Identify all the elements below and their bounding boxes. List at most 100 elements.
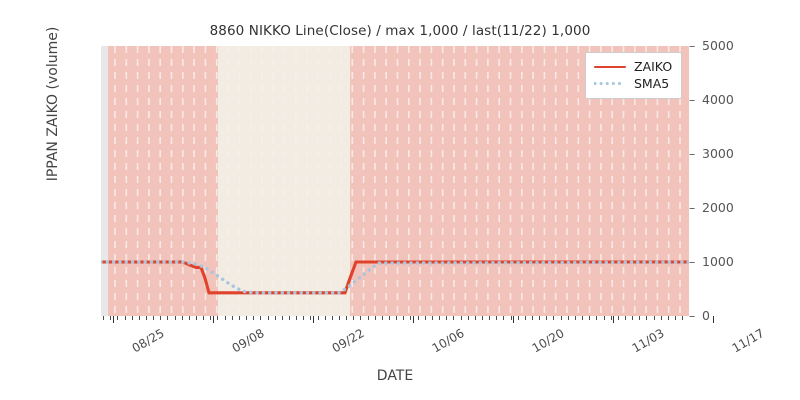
x-minor-tick [217,316,219,320]
x-minor-tick [174,316,176,320]
x-minor-tick [467,316,469,320]
x-major-tick-11-03 [613,316,615,323]
y-tick-4000: –4000 [689,92,734,108]
x-minor-tick [396,316,398,320]
y-tick-mark-icon: – [689,254,696,269]
x-minor-tick [624,316,626,320]
x-minor-tick [574,316,576,320]
x-minor-tick [603,316,605,320]
x-minor-tick [346,316,348,320]
y-tick-1000: –1000 [689,254,734,270]
x-major-tick-11-17 [713,316,715,323]
legend-item-zaiko[interactable]: ZAIKO [594,58,672,75]
x-minor-tick [496,316,498,320]
x-minor-tick [532,316,533,320]
y-tick-3000: –3000 [689,146,734,162]
x-minor-tick [296,316,298,320]
x-minor-tick [553,316,555,320]
y-tick-mark-icon: – [689,146,696,161]
x-minor-tick [138,316,140,320]
x-minor-tick [196,316,197,320]
x-minor-tick [317,316,319,320]
x-minor-tick [503,316,505,320]
x-minor-tick [667,316,669,320]
x-minor-tick [403,316,405,320]
x-major-tick-09-22 [313,316,315,323]
x-minor-tick [331,316,333,320]
x-major-tick-10-06 [413,316,415,323]
x-minor-tick [131,316,133,320]
x-minor-tick [167,316,169,320]
x-minor-tick [253,316,255,320]
y-tick-label: 1000 [702,254,734,269]
y-tick-0: –0 [689,308,710,324]
x-minor-tick [560,316,562,320]
y-tick-label: 4000 [702,92,734,107]
y-tick-5000: –5000 [689,38,734,54]
y-tick-mark-icon: – [689,200,696,215]
x-minor-tick [424,316,426,320]
x-major-tick-09-08 [213,316,215,323]
y-tick-mark-icon: – [689,38,696,53]
x-minor-tick [238,316,240,320]
x-minor-tick [103,316,104,320]
x-minor-tick [353,316,355,320]
x-minor-tick [675,316,676,320]
y-tick-mark-icon: – [689,308,696,323]
x-minor-tick [246,316,247,320]
x-axis-title: DATE [376,368,414,384]
legend-item-sma5[interactable]: SMA5 [594,75,672,92]
x-minor-tick [446,316,448,320]
x-minor-tick [260,316,262,320]
x-minor-tick [267,316,269,320]
x-minor-tick [324,316,326,320]
x-minor-tick [682,316,684,320]
x-minor-tick [339,316,340,320]
x-minor-tick [489,316,491,320]
x-minor-tick [481,316,483,320]
x-tick-label: 08/25 [129,326,167,356]
x-minor-tick [431,316,433,320]
background-span-a [101,46,108,316]
x-minor-tick [367,316,369,320]
x-minor-tick [188,316,190,320]
x-major-tick-10-20 [513,316,515,323]
y-tick-label: 5000 [702,38,734,53]
legend-swatch-zaiko-icon [594,61,626,73]
x-minor-tick [124,316,126,320]
x-axis-ticks [101,316,715,326]
y-tick-label: 3000 [702,146,734,161]
x-tick-label: 09/22 [329,326,367,356]
x-minor-tick [374,316,376,320]
x-minor-tick [646,316,648,320]
x-minor-tick [303,316,305,320]
x-minor-tick [281,316,283,320]
x-minor-tick [460,316,462,320]
x-minor-tick [381,316,383,320]
x-minor-tick [160,316,162,320]
x-minor-tick [453,316,455,320]
y-tick-mark-icon: – [689,92,696,107]
x-tick-label: 11/03 [629,326,667,356]
x-minor-tick [610,316,612,320]
x-minor-tick [660,316,662,320]
x-minor-tick [117,316,119,320]
x-minor-tick [153,316,154,320]
y-tick-label: 2000 [702,200,734,215]
y-axis-right: –0–1000–2000–3000–4000–5000 [689,38,794,323]
x-minor-tick [288,316,290,320]
x-minor-tick [310,316,312,320]
x-major-tick-08-25 [113,316,115,323]
x-minor-tick [210,316,212,320]
x-minor-tick [203,316,205,320]
x-minor-tick [582,316,583,320]
x-minor-tick [417,316,419,320]
x-tick-label: 10/06 [429,326,467,356]
x-minor-tick [517,316,519,320]
series-lines [101,260,689,295]
x-minor-tick [510,316,512,320]
x-minor-tick [546,316,548,320]
x-minor-tick [539,316,541,320]
x-minor-tick [596,316,598,320]
